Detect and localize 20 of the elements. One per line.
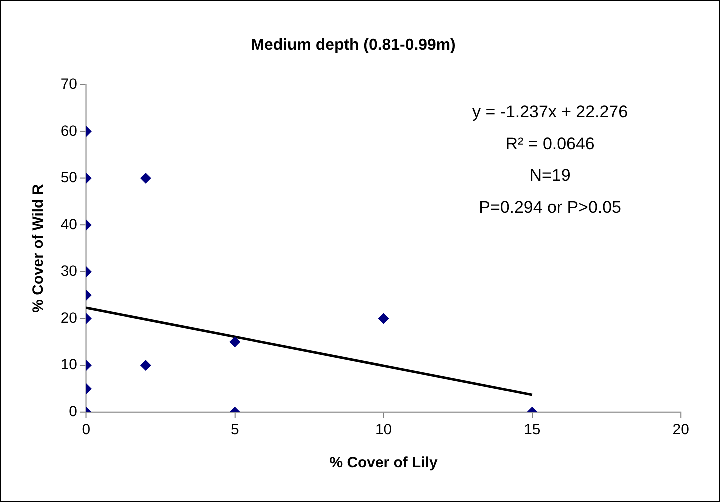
y-tick-label: 60: [60, 122, 78, 140]
y-tick-label: 20: [60, 310, 78, 327]
x-tick-label: 20: [672, 421, 690, 438]
annotation: N=19: [530, 166, 571, 186]
chart-title: Medium depth (0.81-0.99m): [251, 36, 456, 54]
y-axis-title: % Cover of Wild R: [30, 184, 48, 313]
annotation: R² = 0.0646: [506, 134, 595, 154]
y-tick-label: 10: [60, 356, 78, 374]
x-tick-label: 10: [375, 421, 392, 438]
x-axis-title: % Cover of Lily: [330, 454, 438, 472]
annotation: y = -1.237x + 22.276: [472, 102, 628, 122]
y-tick-label: 40: [60, 216, 78, 234]
y-tick-label: 30: [60, 263, 78, 280]
y-tick-label: 70: [60, 76, 78, 93]
y-tick-label: 0: [69, 403, 78, 420]
annotation: P=0.294 or P>0.05: [479, 198, 622, 218]
y-tick-label: 50: [60, 170, 78, 187]
x-tick-label: 15: [524, 421, 541, 438]
x-tick-label: 0: [82, 421, 91, 438]
x-tick-label: 5: [230, 421, 240, 438]
